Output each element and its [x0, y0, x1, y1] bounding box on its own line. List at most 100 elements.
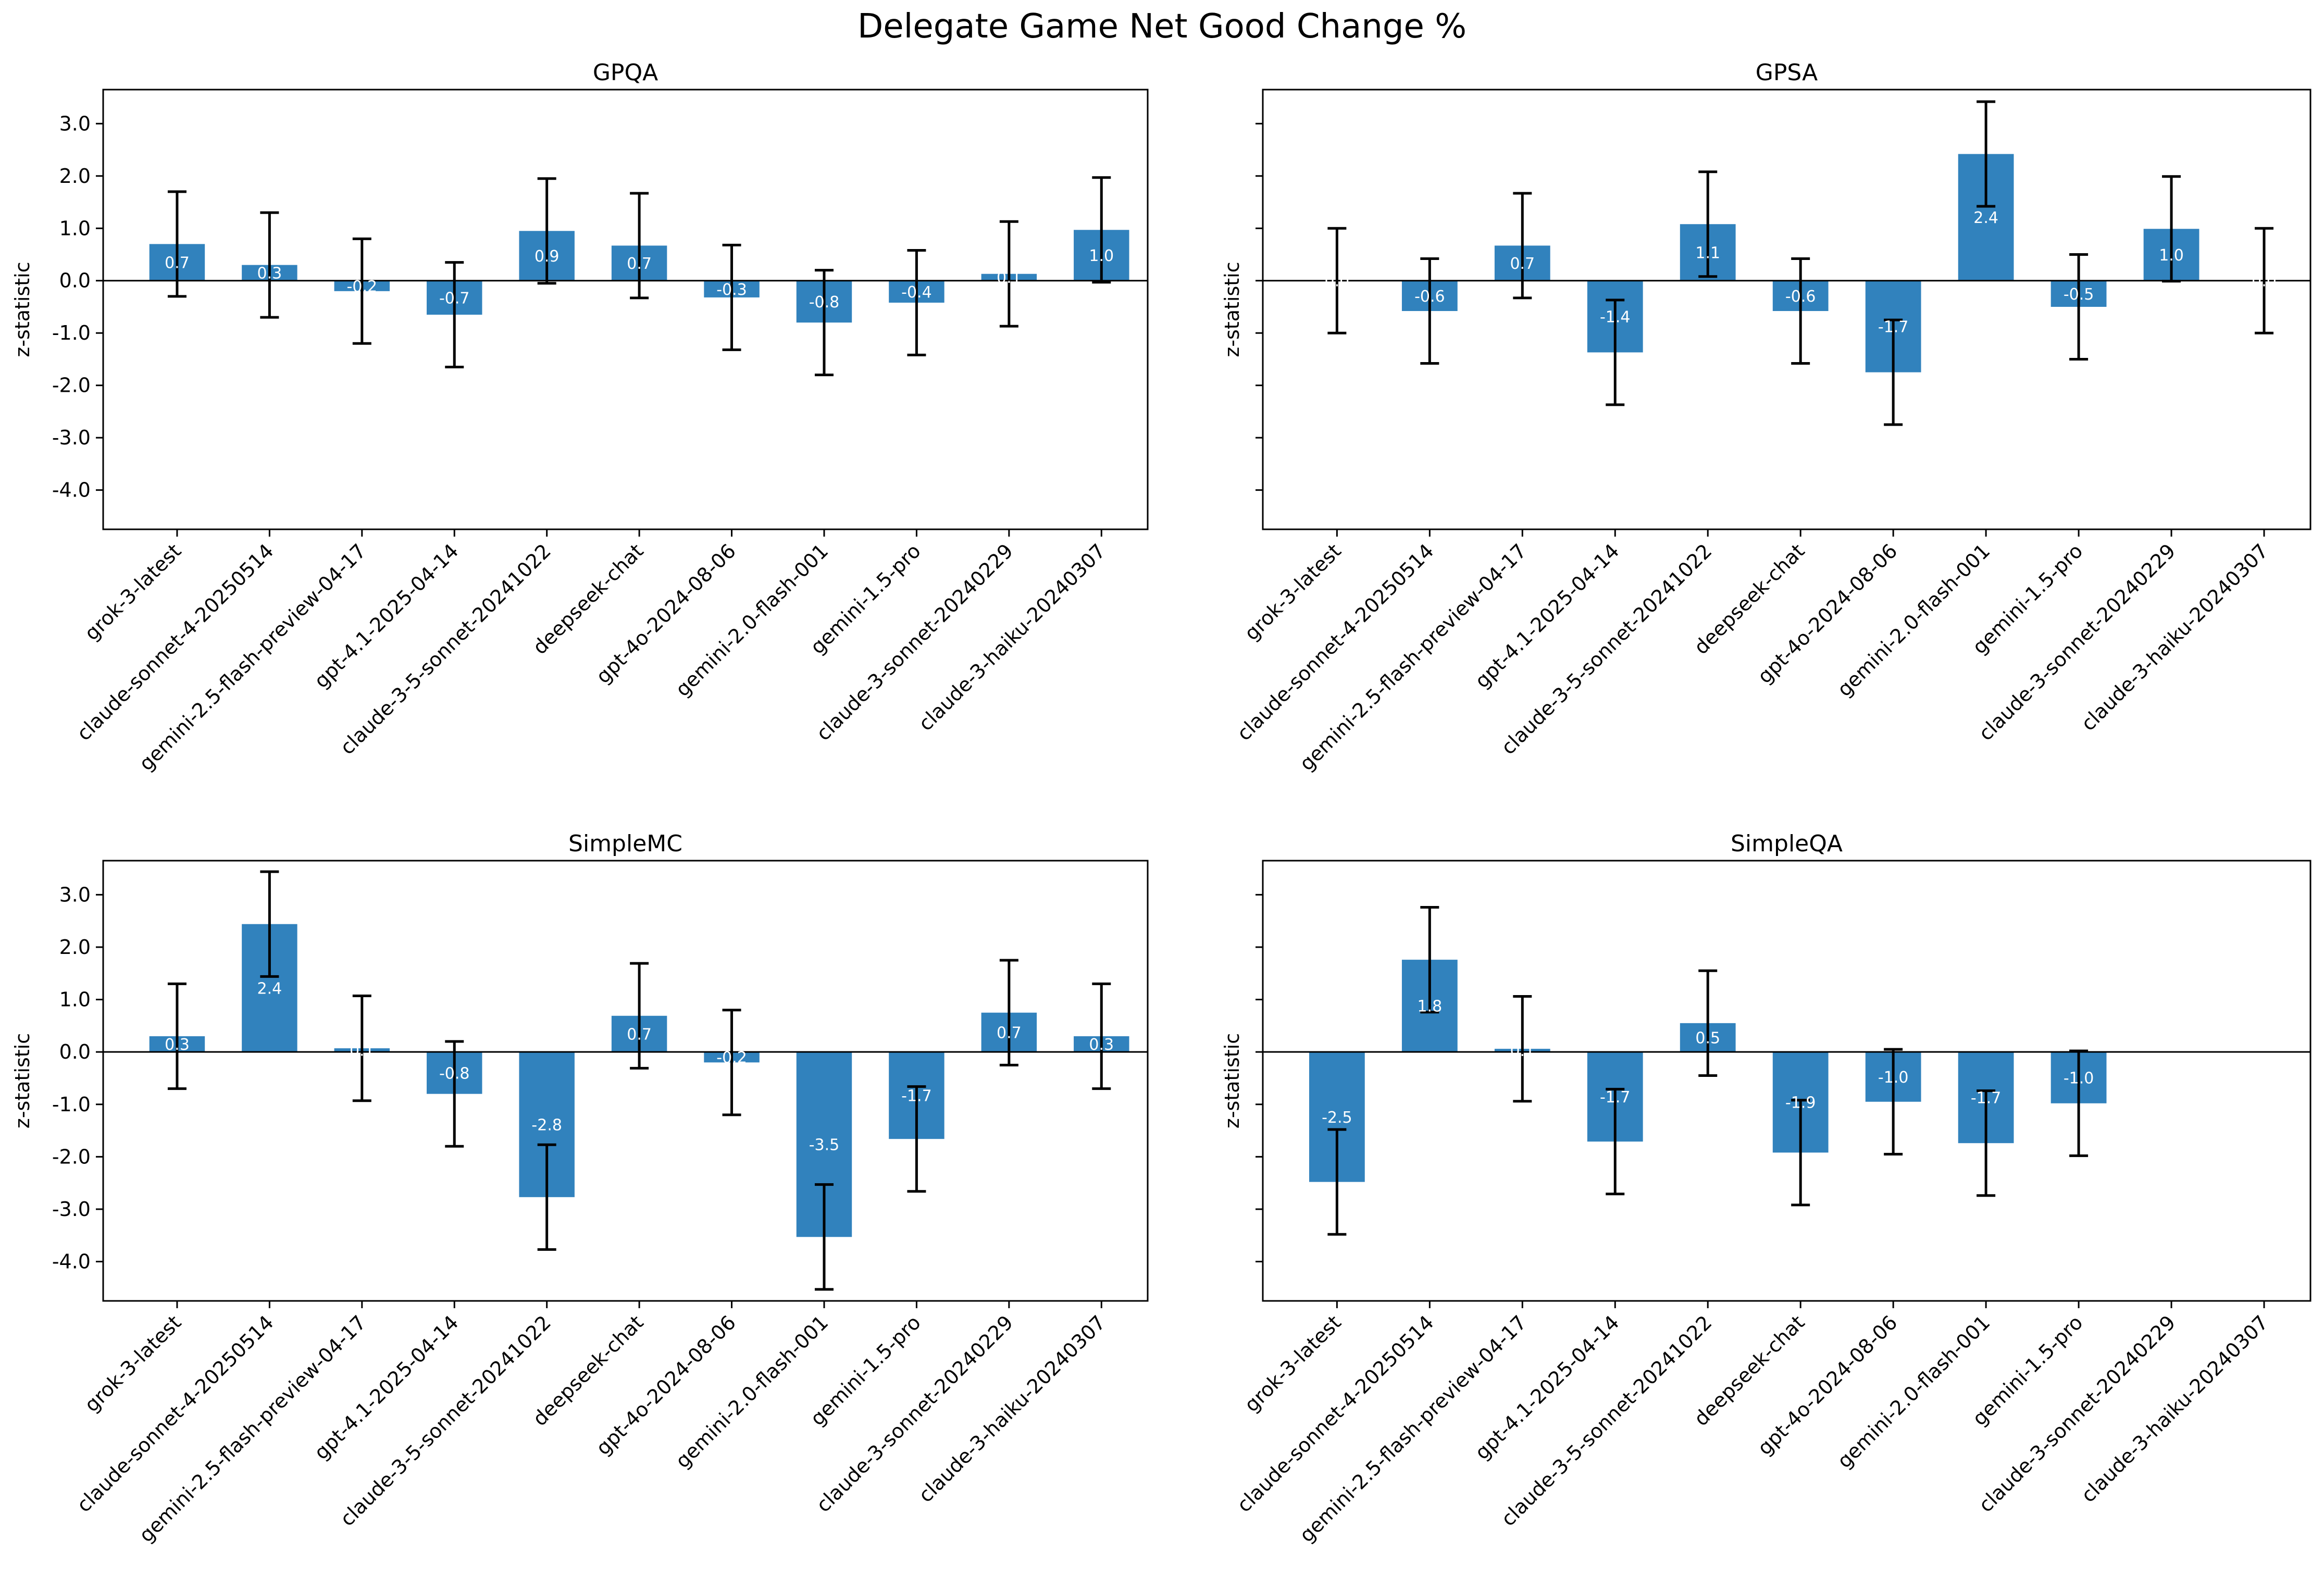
data-label: -0.6: [1414, 288, 1445, 306]
data-label: -3.5: [809, 1136, 840, 1154]
y-tick-label: -4.0: [52, 479, 91, 502]
data-label: 1.1: [1695, 244, 1720, 262]
error-bar: [1884, 1048, 1903, 1156]
y-tick-label: 3.0: [59, 112, 91, 135]
error-bar: [352, 995, 371, 1102]
error-bar: [1606, 1088, 1625, 1196]
error-bar: [630, 192, 649, 300]
y-tick-label: 1.0: [59, 988, 91, 1011]
chart-panel-gpsa: GPSA z-statistic 0.0 -0.6 0.7 -1.4 1.1 -0.6 -1.7…: [1221, 59, 2311, 775]
y-tick-label: 1.0: [59, 217, 91, 240]
data-label: 0.1: [350, 1042, 375, 1060]
chart-title: SimpleQA: [1731, 830, 1843, 857]
x-tick-label: claude-3-sonnet-20240229: [812, 539, 1017, 745]
chart-panel-simpleqa: SimpleQA z-statistic -2.5 1.8 0.1 -1.7 0.5 -1.9…: [1221, 830, 2311, 1547]
error-bar: [814, 269, 834, 377]
data-label: 0.3: [165, 1036, 190, 1054]
y-axis-label: z-statistic: [1221, 262, 1244, 357]
error-bar: [1977, 100, 1996, 208]
data-label: -1.9: [1785, 1094, 1816, 1112]
data-label: 0.1: [1510, 1042, 1535, 1060]
data-label: 1.0: [2159, 246, 2184, 265]
axes-frame: [102, 860, 1149, 1302]
error-bar: [537, 1143, 556, 1251]
error-bar: [907, 1085, 926, 1193]
x-tick-label: gemini-2.0-flash-001: [1833, 539, 1994, 701]
error-bar: [1698, 170, 1718, 278]
x-tick-label: claude-sonnet-4-20250514: [1233, 539, 1438, 745]
data-label: 1.0: [1089, 247, 1114, 265]
x-tick-label: claude-3-sonnet-20240229: [1974, 539, 2180, 745]
error-bar: [2069, 253, 2089, 361]
data-label: 0.7: [627, 1025, 652, 1044]
error-bar: [445, 261, 464, 369]
data-label: 0.5: [1695, 1029, 1720, 1048]
y-tick-label: 2.0: [59, 165, 91, 188]
x-tick-label: claude-3-sonnet-20240229: [1974, 1311, 2180, 1517]
y-tick-label: -4.0: [52, 1250, 91, 1273]
data-label: 0.7: [627, 255, 652, 273]
y-tick-label: -2.0: [52, 374, 91, 397]
y-tick-label: -3.0: [52, 426, 91, 449]
error-bar: [1606, 299, 1625, 406]
error-bar: [999, 959, 1018, 1066]
figure-title: Delegate Game Net Good Change %: [857, 7, 1467, 46]
error-bar: [260, 211, 279, 319]
error-bar: [167, 190, 187, 298]
data-label: -0.4: [901, 283, 932, 302]
x-tick-label: claude-3-haiku-20240307: [914, 1311, 1110, 1507]
data-label: -1.7: [1600, 1088, 1631, 1107]
error-bar: [1092, 176, 1111, 284]
y-tick-label: 0.0: [59, 1040, 91, 1063]
chart-panel-simplemc: SimpleMC z-statistic 3.0 2.0 1.0 0.0 -1.0 -2.0 -…: [11, 830, 1149, 1547]
x-tick-label: claude-3-haiku-20240307: [914, 539, 1110, 735]
error-bar: [1092, 982, 1111, 1090]
x-tick-label: claude-sonnet-4-20250514: [1233, 1311, 1438, 1517]
error-bar: [260, 870, 279, 978]
error-bar: [814, 1183, 834, 1291]
error-bar: [1884, 318, 1903, 426]
chart-title: SimpleMC: [568, 830, 682, 857]
y-tick-label: -2.0: [52, 1145, 91, 1168]
x-tick-label: claude-3-haiku-20240307: [2077, 539, 2272, 735]
axes-frame: [1262, 860, 2311, 1302]
data-label: 0.1: [997, 269, 1022, 287]
x-tick-label: claude-3-haiku-20240307: [2077, 1311, 2272, 1507]
data-label: -0.8: [439, 1064, 470, 1083]
error-bar: [1513, 995, 1532, 1103]
chart-title: GPQA: [593, 59, 658, 86]
data-label: 0.0: [1325, 272, 1350, 291]
error-bar: [999, 220, 1018, 328]
data-label: 2.4: [1973, 209, 1998, 227]
axes-frame: [102, 89, 1149, 530]
x-tick-label: grok-3-latest: [80, 539, 186, 645]
data-label: -0.3: [716, 281, 747, 299]
data-label: -1.7: [1878, 318, 1909, 337]
error-bar: [167, 982, 187, 1090]
error-bar: [445, 1040, 464, 1148]
chart-title: GPSA: [1756, 59, 1818, 86]
data-label: -1.7: [901, 1087, 932, 1106]
y-axis-label: z-statistic: [11, 262, 34, 357]
data-label: 0.3: [1089, 1036, 1114, 1054]
y-tick-label: -1.0: [52, 321, 91, 344]
x-tick-label: grok-3-latest: [80, 1311, 186, 1417]
error-bar: [1791, 1099, 1810, 1207]
error-bar: [2255, 227, 2274, 334]
data-label: 0.7: [1510, 255, 1535, 273]
error-bar: [1327, 227, 1347, 334]
data-label: 0.9: [535, 247, 560, 266]
error-bar: [1420, 906, 1439, 1014]
x-tick-label: grok-3-latest: [1240, 539, 1346, 645]
error-bar: [2069, 1049, 2089, 1157]
error-bar: [1698, 969, 1718, 1077]
error-bar: [1420, 257, 1439, 365]
y-tick-label: -3.0: [52, 1198, 91, 1221]
x-tick-label: claude-sonnet-4-20250514: [72, 539, 278, 745]
data-label: -0.2: [716, 1049, 747, 1067]
data-label: -1.4: [1600, 308, 1631, 327]
data-label: -0.8: [809, 293, 840, 312]
data-label: -2.8: [531, 1116, 562, 1134]
